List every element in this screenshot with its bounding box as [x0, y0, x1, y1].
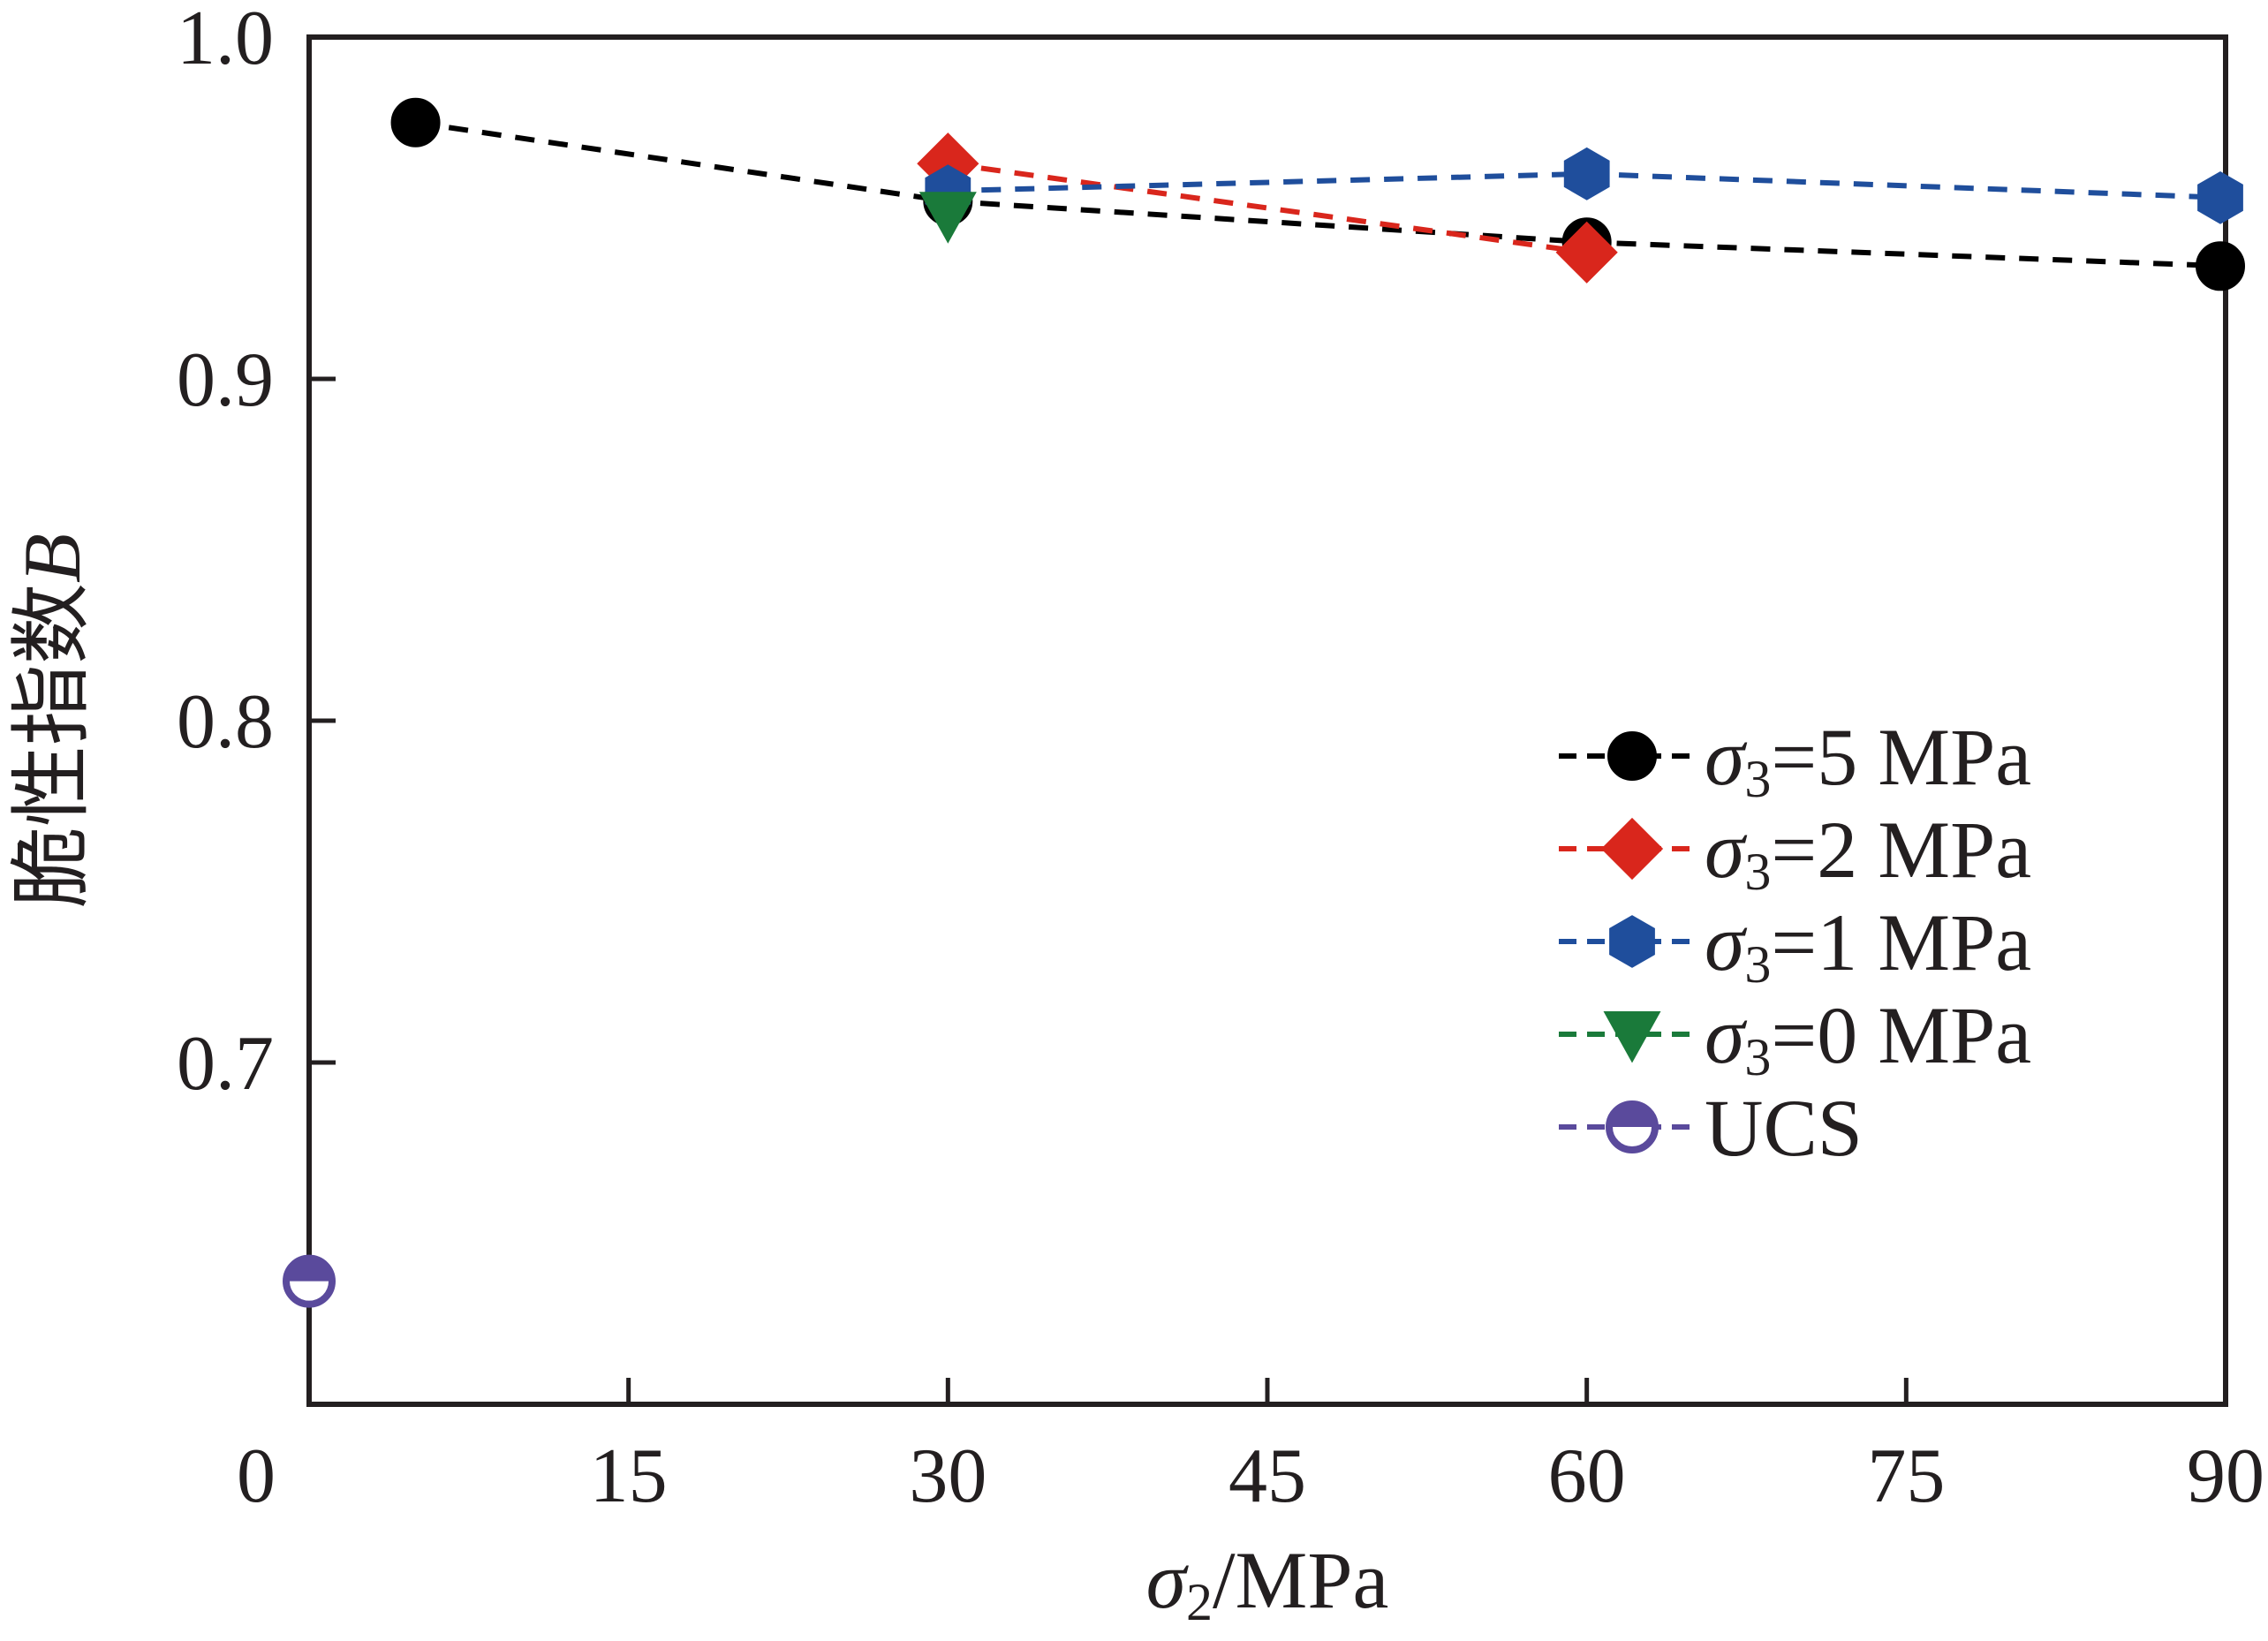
- legend-label-text: =0 MPa: [1771, 990, 2031, 1080]
- legend-label: σ3=2 MPa: [1705, 805, 2031, 901]
- x-axis-ticks: 0 15 30 45 60 75 90: [237, 1378, 2264, 1519]
- legend-item: UCS: [1559, 1083, 1863, 1173]
- x-tick-label: 60: [1548, 1433, 1626, 1519]
- x-axis-title-subscript: 2: [1186, 1573, 1213, 1631]
- y-tick-label: 0.9: [177, 337, 274, 423]
- data-point: [390, 97, 441, 147]
- legend-item: σ3=2 MPa: [1559, 805, 2031, 901]
- x-axis-title-unit: /MPa: [1213, 1535, 1388, 1625]
- x-tick-label: 15: [590, 1433, 668, 1519]
- x-tick-label: 30: [909, 1433, 987, 1519]
- legend-label-subscript: 3: [1744, 750, 1771, 808]
- legend-marker: [1606, 1100, 1659, 1153]
- x-tick-label: 0: [237, 1433, 276, 1519]
- x-tick-label: 90: [2187, 1433, 2264, 1519]
- y-axis-title: 脆性指数B: [7, 533, 97, 908]
- y-tick-label: 1.0: [177, 0, 274, 81]
- y-axis-title-symbol: B: [7, 533, 97, 583]
- legend-label: σ3=0 MPa: [1705, 990, 2031, 1086]
- legend-label-text: =1 MPa: [1771, 897, 2031, 987]
- legend-label-text: =2 MPa: [1771, 805, 2031, 895]
- y-tick-label: 0.7: [177, 1021, 274, 1107]
- y-tick-label: 0.8: [177, 679, 274, 765]
- series-lines: [415, 119, 2226, 269]
- data-point: [919, 192, 977, 244]
- legend-label-symbol: σ: [1705, 805, 1748, 895]
- x-tick-label: 75: [1867, 1433, 1945, 1519]
- legend-label-subscript: 3: [1744, 843, 1771, 901]
- legend-marker: [1609, 915, 1655, 968]
- legend-label-subscript: 3: [1744, 1028, 1771, 1086]
- series-markers: [283, 97, 2245, 1308]
- legend-label-symbol: σ: [1705, 990, 1748, 1080]
- legend-label-subscript: 3: [1744, 935, 1771, 994]
- legend-marker: [1607, 731, 1657, 781]
- legend-marker: [1600, 817, 1664, 881]
- data-point: [2196, 241, 2245, 291]
- legend-label: UCS: [1705, 1083, 1863, 1173]
- legend-item: σ3=5 MPa: [1559, 712, 2031, 808]
- legend-item: σ3=1 MPa: [1559, 897, 2031, 994]
- legend-label-text: =5 MPa: [1771, 712, 2031, 802]
- y-axis-title-text: 脆性指数: [7, 583, 97, 908]
- legend-label-text: UCS: [1705, 1083, 1863, 1173]
- legend-label-symbol: σ: [1705, 897, 1748, 987]
- legend-item: σ3=0 MPa: [1559, 990, 2031, 1086]
- data-point: [1555, 221, 1618, 284]
- series-line: [415, 119, 2226, 269]
- legend-label: σ3=5 MPa: [1705, 712, 2031, 808]
- data-point: [1563, 147, 1610, 200]
- y-axis-ticks: 0.7 0.8 0.9 1.0: [177, 0, 336, 1107]
- data-point: [2197, 171, 2243, 224]
- series-line: [947, 161, 1588, 255]
- legend-label-symbol: σ: [1705, 712, 1748, 802]
- data-point: [283, 1254, 336, 1308]
- x-tick-label: 45: [1228, 1433, 1306, 1519]
- x-axis-title: σ2/MPa: [1146, 1535, 1389, 1631]
- legend-marker: [1603, 1011, 1661, 1063]
- legend-label: σ3=1 MPa: [1705, 897, 2031, 994]
- x-axis-title-symbol: σ: [1146, 1535, 1190, 1625]
